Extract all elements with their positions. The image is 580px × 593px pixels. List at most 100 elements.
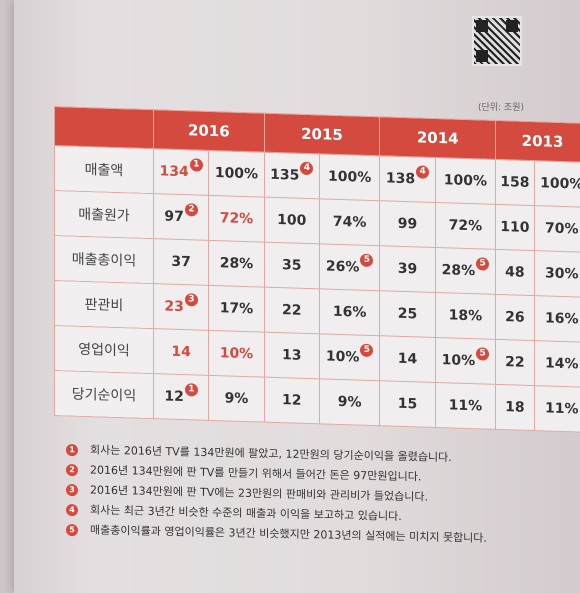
cell-value: 12 (164, 388, 184, 406)
cell-value: 15 (397, 395, 418, 413)
cell-value: 12 (282, 392, 302, 409)
cell-value: 26% (325, 258, 360, 276)
cell-value: 100 (277, 212, 307, 229)
table-cell: 99 (379, 200, 436, 248)
cell-value: 22 (505, 354, 525, 371)
footnote-badge: 2 (184, 203, 198, 217)
cell-value: 138 (385, 170, 416, 188)
cell-value: 110 (500, 219, 530, 236)
table-cell: 9% (208, 375, 265, 423)
table-cell: 37 (153, 238, 209, 286)
table-cell: 100% (208, 150, 265, 198)
cell-value: 9% (224, 390, 249, 408)
cell-value: 28% (441, 262, 476, 280)
footnote-badge: 5 (360, 343, 374, 358)
footnote-badge: 4 (416, 165, 430, 179)
cell-value: 16% (545, 310, 579, 328)
table-cell: 18% (435, 292, 496, 340)
table-cell: 18 (495, 384, 535, 431)
cell-value: 100% (328, 168, 372, 186)
footnote-badge: 3 (184, 293, 198, 307)
footnote-number-badge: 4 (66, 504, 78, 517)
cell-value: 13 (282, 347, 302, 364)
table-cell: 28% (208, 240, 265, 288)
table-cell: 10% 5 (319, 333, 380, 381)
table-cell: 22 (495, 339, 535, 386)
footnote-badge: 1 (184, 383, 198, 397)
cell-value: 74% (332, 213, 367, 231)
cell-value: 25 (397, 305, 418, 323)
table-cell: 134 1 (153, 148, 209, 196)
year-header: 2016 (153, 109, 265, 153)
footnotes-list: 1 회사는 2016년 TV를 134만원에 팔았고, 12만원의 당기순이익을 … (66, 440, 566, 550)
table-cell: 35 (264, 242, 320, 289)
cell-value: 97 (164, 208, 184, 226)
table-cell: 74% (319, 198, 380, 246)
table-cell: 23 3 (153, 283, 209, 331)
table-cell: 26 (495, 294, 535, 341)
cell-value: 158 (500, 174, 530, 191)
cell-value: 23 (164, 298, 184, 316)
table-cell: 110 (495, 204, 535, 251)
row-label: 당기순이익 (54, 370, 154, 419)
table-cell: 10% 5 (435, 337, 496, 385)
table-cell: 138 4 (379, 155, 436, 203)
table-cell: 158 (495, 159, 535, 206)
cell-value: 14 (171, 343, 191, 361)
table-cell: 17% (208, 285, 265, 333)
cell-value: 22 (282, 302, 302, 319)
table-cell: 15 (379, 380, 436, 428)
table-cell: 11% (435, 382, 496, 430)
table-cell: 12 (264, 377, 320, 424)
cell-value: 14% (545, 355, 579, 373)
table-cell: 25 (379, 290, 436, 338)
table-cell: 16% (534, 295, 580, 343)
table-body: 매출액 134 1 100% 135 4 100% 138 4 100% 158 100% 매출원가 97… (54, 145, 580, 433)
row-label: 매출원가 (54, 190, 154, 239)
table-cell: 100% (435, 157, 496, 205)
footnote-badge: 5 (476, 347, 490, 361)
cell-value: 72% (448, 217, 483, 235)
table-cell: 9% (319, 378, 380, 426)
table-cell: 12 1 (153, 373, 209, 421)
cell-value: 10% (325, 348, 360, 366)
row-label: 판관비 (54, 280, 154, 329)
financial-table: 2016 2015 2014 2013 매출액 134 1 100% 135 4 100% 1… (54, 106, 580, 433)
table-cell: 39 (379, 245, 436, 293)
year-header: 2015 (264, 113, 380, 156)
footnote-badge: 5 (476, 257, 490, 271)
book-page: (단위: 조원) 2016 2015 2014 2013 매출액 134 1 100%… (14, 0, 580, 593)
table-cell: 14 (379, 335, 436, 383)
cell-value: 100% (540, 175, 580, 193)
cell-value: 100% (214, 165, 259, 183)
footnote-number-badge: 5 (66, 524, 78, 537)
cell-value: 35 (282, 257, 302, 274)
table-cell: 72% (208, 195, 265, 243)
cell-value: 37 (171, 253, 191, 271)
table-cell: 14 (153, 328, 209, 376)
table-cell: 70% (534, 205, 580, 253)
row-label: 매출총이익 (54, 235, 154, 284)
cell-value: 70% (545, 220, 579, 238)
table-cell: 10% (208, 330, 265, 378)
cell-value: 10% (441, 352, 476, 370)
cell-value: 39 (397, 260, 418, 278)
table-cell: 48 (495, 249, 535, 296)
cell-value: 99 (397, 215, 418, 233)
table-cell: 11% (534, 385, 580, 433)
table-cell: 100% (534, 160, 580, 208)
cell-value: 100% (443, 172, 487, 190)
footnote-number-badge: 2 (66, 464, 78, 477)
table-cell: 97 2 (153, 193, 209, 241)
qr-code[interactable] (472, 16, 522, 66)
header-corner (54, 106, 154, 149)
cell-value: 18 (505, 399, 525, 416)
cell-value: 28% (219, 255, 254, 273)
cell-value: 48 (505, 264, 525, 281)
cell-value: 72% (219, 210, 254, 228)
table-cell: 14% (534, 340, 580, 388)
cell-value: 11% (448, 397, 483, 415)
cell-value: 135 (270, 166, 300, 184)
cell-value: 17% (219, 300, 254, 318)
cell-value: 14 (397, 350, 418, 368)
